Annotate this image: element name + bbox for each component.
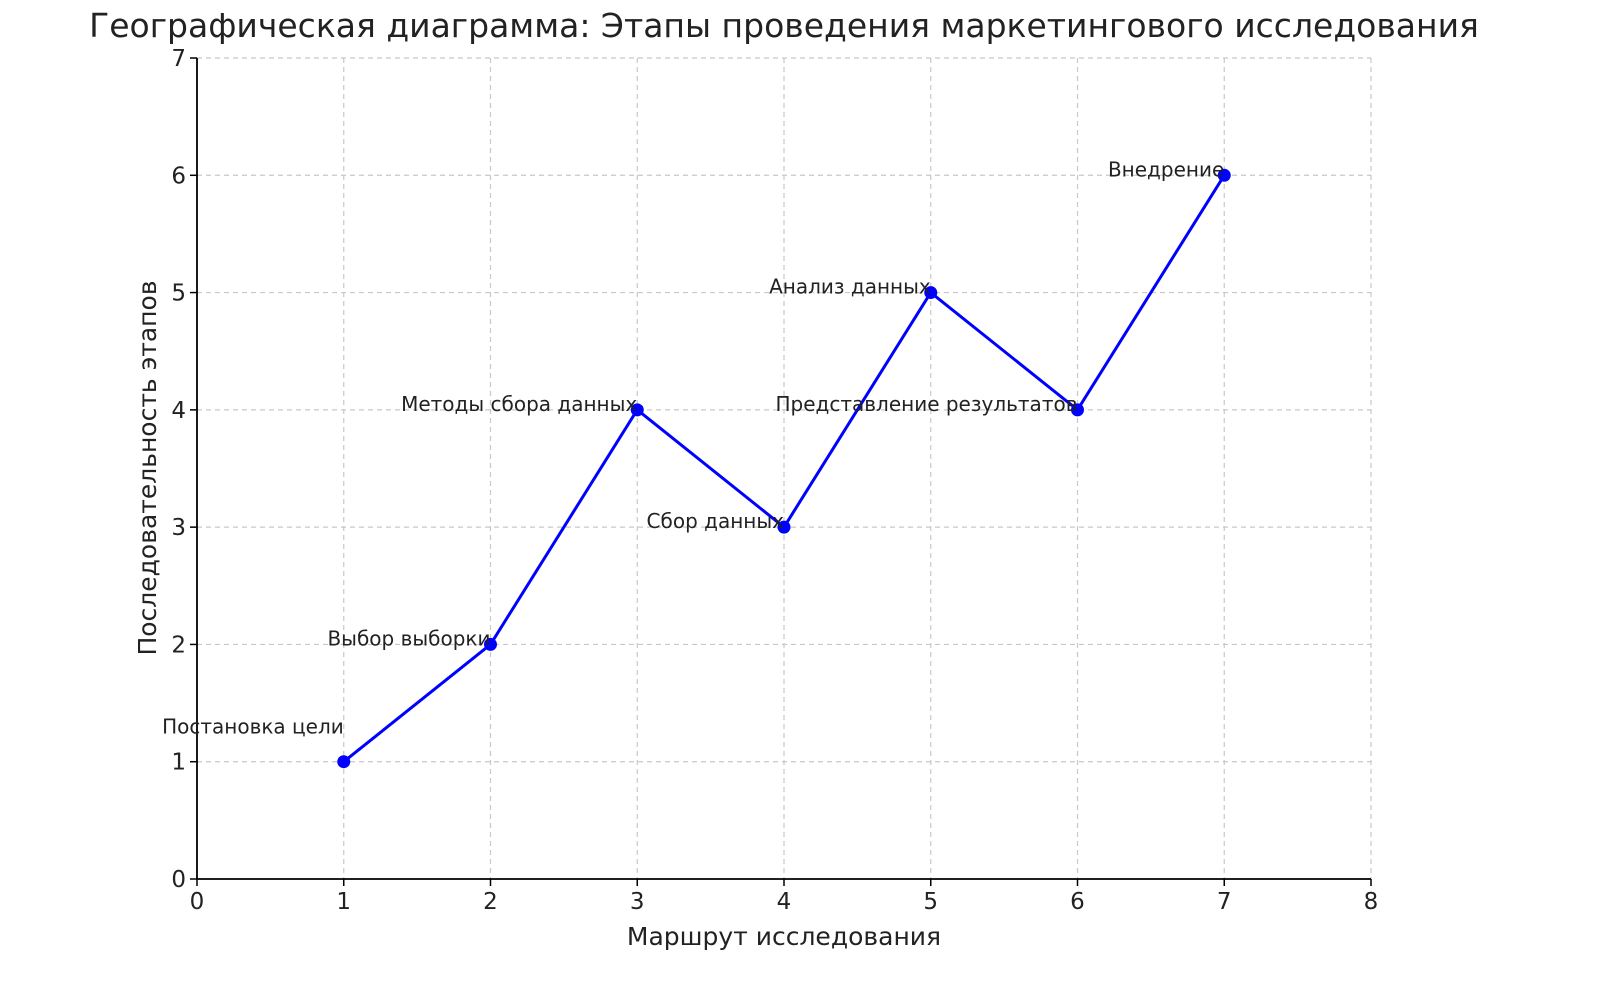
y-tick-label: 7 xyxy=(171,46,186,72)
x-axis-label: Маршрут исследования xyxy=(627,922,941,951)
point-annotation: Представление результатов xyxy=(775,392,1077,416)
point-annotation: Постановка цели xyxy=(162,715,344,739)
data-point xyxy=(630,403,644,417)
chart-title: Географическая диаграмма: Этапы проведен… xyxy=(89,6,1479,45)
x-tick-label: 5 xyxy=(923,889,938,915)
point-annotation: Методы сбора данных xyxy=(401,392,637,416)
data-point xyxy=(1071,403,1084,417)
point-annotation: Сбор данных xyxy=(647,509,785,533)
point-annotation: Внедрение xyxy=(1108,157,1224,181)
data-point xyxy=(1217,168,1231,182)
x-tick-label: 3 xyxy=(630,889,645,915)
series-line: Постановка цели Выбор выборки Методы сбора… xyxy=(162,157,1231,769)
x-tick-label: 2 xyxy=(483,889,498,915)
y-tick-label: 5 xyxy=(171,281,186,307)
y-tick-label: 1 xyxy=(171,750,186,776)
x-tick-label: 7 xyxy=(1217,889,1232,915)
y-tick-label: 0 xyxy=(171,867,186,893)
y-tick-label: 2 xyxy=(171,632,186,658)
axes: 0 1 2 3 4 5 6 7 8 0 1 2 3 4 5 6 7 xyxy=(171,46,1378,915)
data-point xyxy=(484,637,497,651)
y-tick-label: 6 xyxy=(171,163,186,189)
point-annotation: Анализ данных xyxy=(769,275,931,299)
x-tick-label: 8 xyxy=(1364,889,1379,915)
data-point xyxy=(924,286,938,300)
y-axis-label: Последовательность этапов xyxy=(133,280,162,655)
x-tick-label: 4 xyxy=(777,889,792,915)
x-tick-label: 1 xyxy=(336,889,351,915)
data-point xyxy=(777,520,791,534)
data-point xyxy=(337,755,351,769)
y-tick-label: 4 xyxy=(171,398,186,424)
x-tick-label: 6 xyxy=(1070,889,1085,915)
point-annotation: Выбор выборки xyxy=(327,626,490,650)
x-tick-label: 0 xyxy=(190,889,205,915)
y-tick-label: 3 xyxy=(171,515,186,541)
